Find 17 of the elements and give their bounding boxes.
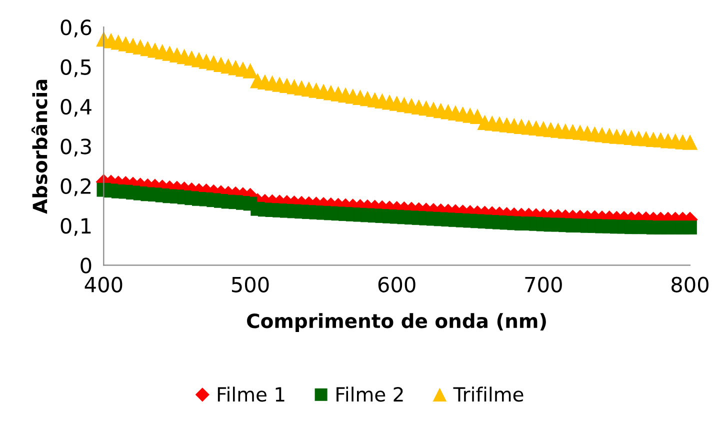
x-tick-label: 500	[232, 276, 269, 292]
y-tick-label: 0,5	[60, 59, 91, 78]
legend-label: Filme 1	[218, 386, 284, 402]
x-tick-label: 400	[84, 276, 122, 292]
x-tick-label: 800	[672, 276, 708, 292]
legend-label: Trifilme	[453, 386, 524, 402]
y-tick-label: 0,3	[60, 138, 91, 156]
y-tick-label: 0,1	[60, 218, 91, 236]
y-axis-title: Absorbância	[32, 80, 48, 214]
y-tick-label: 0,4	[60, 98, 92, 117]
legend-label: Filme 2	[336, 386, 403, 402]
y-tick-label: 0,2	[60, 178, 90, 196]
x-tick-label: 600	[378, 276, 416, 292]
x-axis-title: Comprimento de onda (nm)	[247, 313, 546, 332]
x-tick-label: 700	[525, 276, 562, 292]
y-tick-label: 0	[80, 258, 92, 274]
y-tick-label: 0,6	[60, 20, 92, 38]
